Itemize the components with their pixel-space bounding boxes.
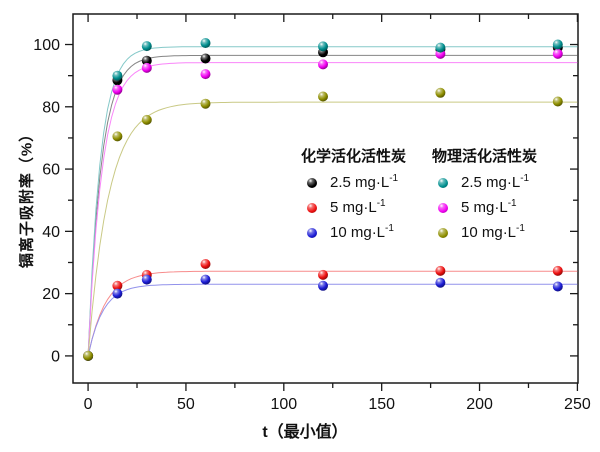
x-tick-label: 200 <box>466 396 493 413</box>
fit-curve-2 <box>87 283 578 357</box>
data-point <box>200 259 211 269</box>
legend-group-title: 物理活化活性炭 <box>432 148 538 165</box>
legend-item: 2.5 mg·L-1 <box>432 170 553 195</box>
data-point <box>552 39 563 50</box>
fit-curve-0 <box>87 54 578 356</box>
data-point <box>112 70 123 81</box>
x-tick-label: 50 <box>177 396 195 413</box>
ball-marker-icon <box>307 227 317 238</box>
data-point <box>200 274 211 285</box>
y-tick-label: 60 <box>42 162 60 179</box>
data-point <box>435 265 446 276</box>
legend-item-label: 5 mg·L-1 <box>461 198 517 217</box>
legend-group-physical: 物理活化活性炭 2.5 mg·L-1 5 mg·L-1 10 mg·L-1 <box>432 145 553 245</box>
legend-item-label: 2.5 mg·L-1 <box>330 173 399 192</box>
legend-item: 2.5 mg·L-1 <box>301 170 422 195</box>
legend-label-base: 10 mg·L <box>330 224 386 241</box>
legend-label-sup: -1 <box>516 223 525 234</box>
legend-item: 10 mg·L-1 <box>432 220 553 245</box>
ball-marker-icon <box>307 202 317 213</box>
y-tick-label: 40 <box>42 224 60 241</box>
data-point <box>200 38 211 48</box>
data-point <box>112 288 123 299</box>
y-tick-label: 20 <box>42 286 60 303</box>
legend-label-sup: -1 <box>385 223 394 234</box>
y-axis-title: 镉离子吸附率（%） <box>18 125 36 269</box>
data-point <box>141 114 152 125</box>
data-point <box>552 281 563 292</box>
plot-frame <box>72 13 579 384</box>
legend-label-sup: -1 <box>376 198 386 209</box>
legend-label-base: 2.5 mg·L <box>461 174 521 191</box>
data-point <box>200 53 211 64</box>
data-point <box>318 280 328 291</box>
data-point <box>141 55 152 66</box>
legend-label-base: 5 mg·L <box>330 199 377 216</box>
legend-label-base: 10 mg·L <box>461 224 517 241</box>
data-point <box>435 277 446 288</box>
data-point <box>435 87 446 98</box>
legend-item-label: 10 mg·L-1 <box>461 223 525 242</box>
legend-group-chemical: 化学活化活性炭 2.5 mg·L-1 5 mg·L-1 10 mg·L-1 <box>301 145 422 245</box>
y-tick-label: 100 <box>33 37 60 54</box>
data-point <box>318 41 328 52</box>
legend-item: 10 mg·L-1 <box>301 220 422 245</box>
x-tick-label: 100 <box>270 396 297 413</box>
legend-item: 5 mg·L-1 <box>432 195 553 220</box>
legend-label-base: 5 mg·L <box>461 199 508 216</box>
data-point <box>552 265 563 276</box>
y-tick-label: 0 <box>51 348 60 365</box>
x-axis-title: t（最小值） <box>262 424 348 441</box>
legend-item-label: 2.5 mg·L-1 <box>461 173 530 192</box>
data-point <box>318 269 328 280</box>
data-point <box>435 42 446 53</box>
x-tick-label: 250 <box>564 396 591 413</box>
data-point <box>552 96 563 107</box>
legend-label-sup: -1 <box>507 198 517 209</box>
fit-curve-1 <box>87 270 578 357</box>
x-tick-label: 0 <box>84 396 93 413</box>
legend: 化学活化活性炭 2.5 mg·L-1 5 mg·L-1 10 mg·L-1 物理… <box>301 145 553 245</box>
ball-marker-icon <box>438 177 448 188</box>
legend-label-sup: -1 <box>520 173 530 184</box>
data-point <box>112 131 123 142</box>
ball-marker-icon <box>307 177 317 188</box>
fit-curve-4 <box>87 62 578 356</box>
legend-label-sup: -1 <box>389 173 399 184</box>
data-point <box>200 69 211 80</box>
legend-label-base: 2.5 mg·L <box>330 174 390 191</box>
data-point <box>141 62 152 73</box>
legend-group-title: 化学活化活性炭 <box>301 148 407 165</box>
data-point <box>318 91 328 102</box>
y-tick-label: 80 <box>42 99 60 116</box>
data-point <box>141 274 152 285</box>
fit-curve-3 <box>87 46 578 356</box>
data-point <box>112 280 123 291</box>
ball-marker-icon <box>438 227 448 238</box>
legend-item-label: 10 mg·L-1 <box>330 223 394 242</box>
data-point <box>552 48 563 59</box>
data-point <box>141 41 152 52</box>
fit-curve-5 <box>87 101 578 356</box>
data-point <box>318 59 328 70</box>
data-point <box>83 350 94 361</box>
data-point <box>112 84 123 95</box>
ball-marker-icon <box>438 202 448 213</box>
x-tick-label: 150 <box>368 396 395 413</box>
legend-item: 5 mg·L-1 <box>301 195 422 220</box>
data-point <box>200 98 211 109</box>
legend-item-label: 5 mg·L-1 <box>330 198 386 217</box>
